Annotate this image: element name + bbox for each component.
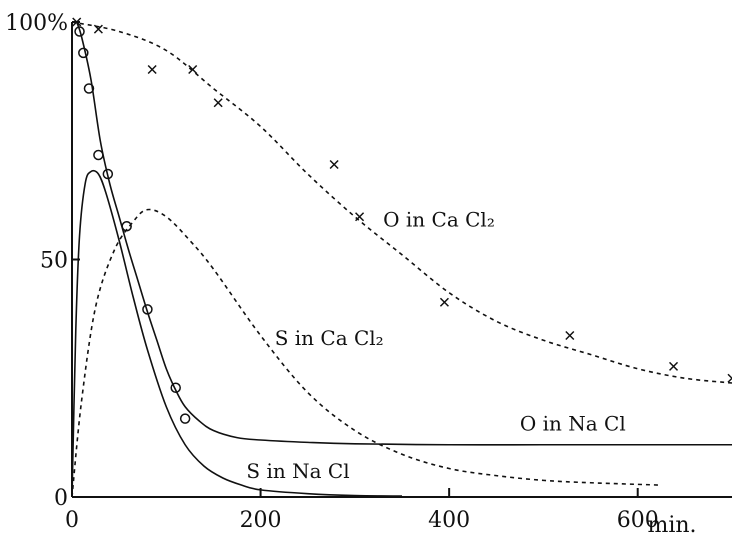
- series-line-o-in-na-cl: [75, 21, 732, 446]
- data-point-cross: [188, 64, 198, 75]
- tick-group: 0 200 400 600 0 50 100%: [5, 11, 659, 533]
- y-tick-label: 100%: [5, 11, 68, 36]
- y-tick-label: 50: [40, 249, 68, 274]
- x-tick-label: 0: [65, 508, 79, 533]
- series-label-s-in-na-cl: S in Na Cl: [246, 459, 349, 483]
- data-point-cross: [439, 297, 449, 307]
- series-line-s-in-ca-cl: [71, 208, 662, 498]
- data-point-circle: [121, 221, 132, 232]
- series-labels: O in Ca Cl₂ S in Ca Cl₂ O in Na Cl S in Na …: [246, 207, 625, 483]
- data-point-cross: [213, 98, 223, 108]
- axes: [71, 22, 732, 498]
- data-point-cross: [669, 361, 679, 371]
- data-point-circle: [83, 83, 95, 94]
- data-point-cross: [355, 212, 365, 222]
- data-point-cross: [93, 24, 103, 34]
- data-point-cross: [72, 17, 82, 27]
- data-point-circle: [142, 304, 153, 315]
- x-tick-label: 600: [617, 508, 659, 533]
- data-point-circle: [170, 382, 181, 393]
- series-line-o-in-ca-cl: [71, 21, 732, 384]
- series-label-s-in-ca-cl: S in Ca Cl₂: [275, 326, 384, 350]
- data-point-cross: [727, 373, 732, 383]
- series-line-s-in-na-cl: [71, 169, 403, 498]
- data-point-cross: [565, 330, 575, 341]
- data-point-circle: [93, 149, 104, 161]
- series-markers: [72, 17, 732, 424]
- data-point-cross: [147, 64, 157, 75]
- data-point-cross: [329, 159, 339, 170]
- x-unit-label: min.: [647, 513, 696, 538]
- y-tick-label: 0: [54, 486, 68, 511]
- x-tick-label: 400: [428, 508, 470, 533]
- series-label-o-in-ca-cl: O in Ca Cl₂: [383, 207, 495, 231]
- x-tick-label: 200: [240, 508, 282, 533]
- data-point-circle: [78, 47, 89, 59]
- series-curves: [71, 21, 732, 498]
- data-point-circle: [74, 26, 85, 37]
- data-point-circle: [102, 168, 114, 180]
- data-point-circle: [179, 413, 191, 424]
- series-label-o-in-na-cl: O in Na Cl: [520, 412, 626, 436]
